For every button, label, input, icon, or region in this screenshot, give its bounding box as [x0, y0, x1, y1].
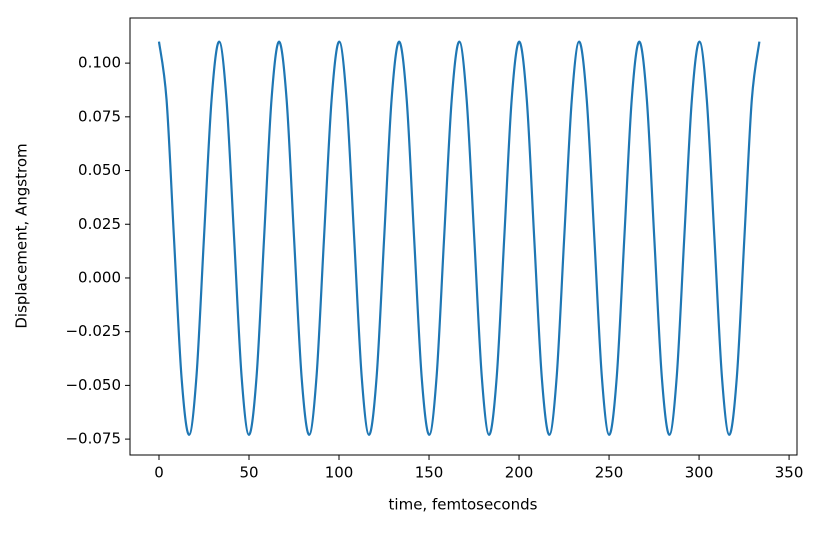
y-tick-label: −0.075 — [65, 430, 121, 448]
x-tick-label: 200 — [505, 464, 534, 482]
y-tick-label: 0.000 — [78, 268, 121, 286]
x-tick-label: 0 — [154, 464, 164, 482]
y-tick-label: −0.025 — [65, 322, 121, 340]
y-tick-label: 0.050 — [78, 161, 121, 179]
y-tick-label: 0.075 — [78, 107, 121, 125]
y-tick-label: 0.100 — [78, 54, 121, 72]
x-tick-label: 50 — [239, 464, 258, 482]
x-tick-label: 150 — [415, 464, 444, 482]
x-tick-label: 250 — [595, 464, 624, 482]
data-line — [157, 40, 761, 436]
x-tick-label: 350 — [775, 464, 804, 482]
y-axis-label: Displacement, Angstrom — [13, 143, 31, 328]
x-tick-label: 100 — [325, 464, 354, 482]
x-tick-label: 300 — [685, 464, 714, 482]
x-axis-label: time, femtoseconds — [389, 496, 538, 514]
y-tick-label: −0.050 — [65, 376, 121, 394]
plot-frame — [129, 17, 798, 456]
y-tick-label: 0.025 — [78, 215, 121, 233]
